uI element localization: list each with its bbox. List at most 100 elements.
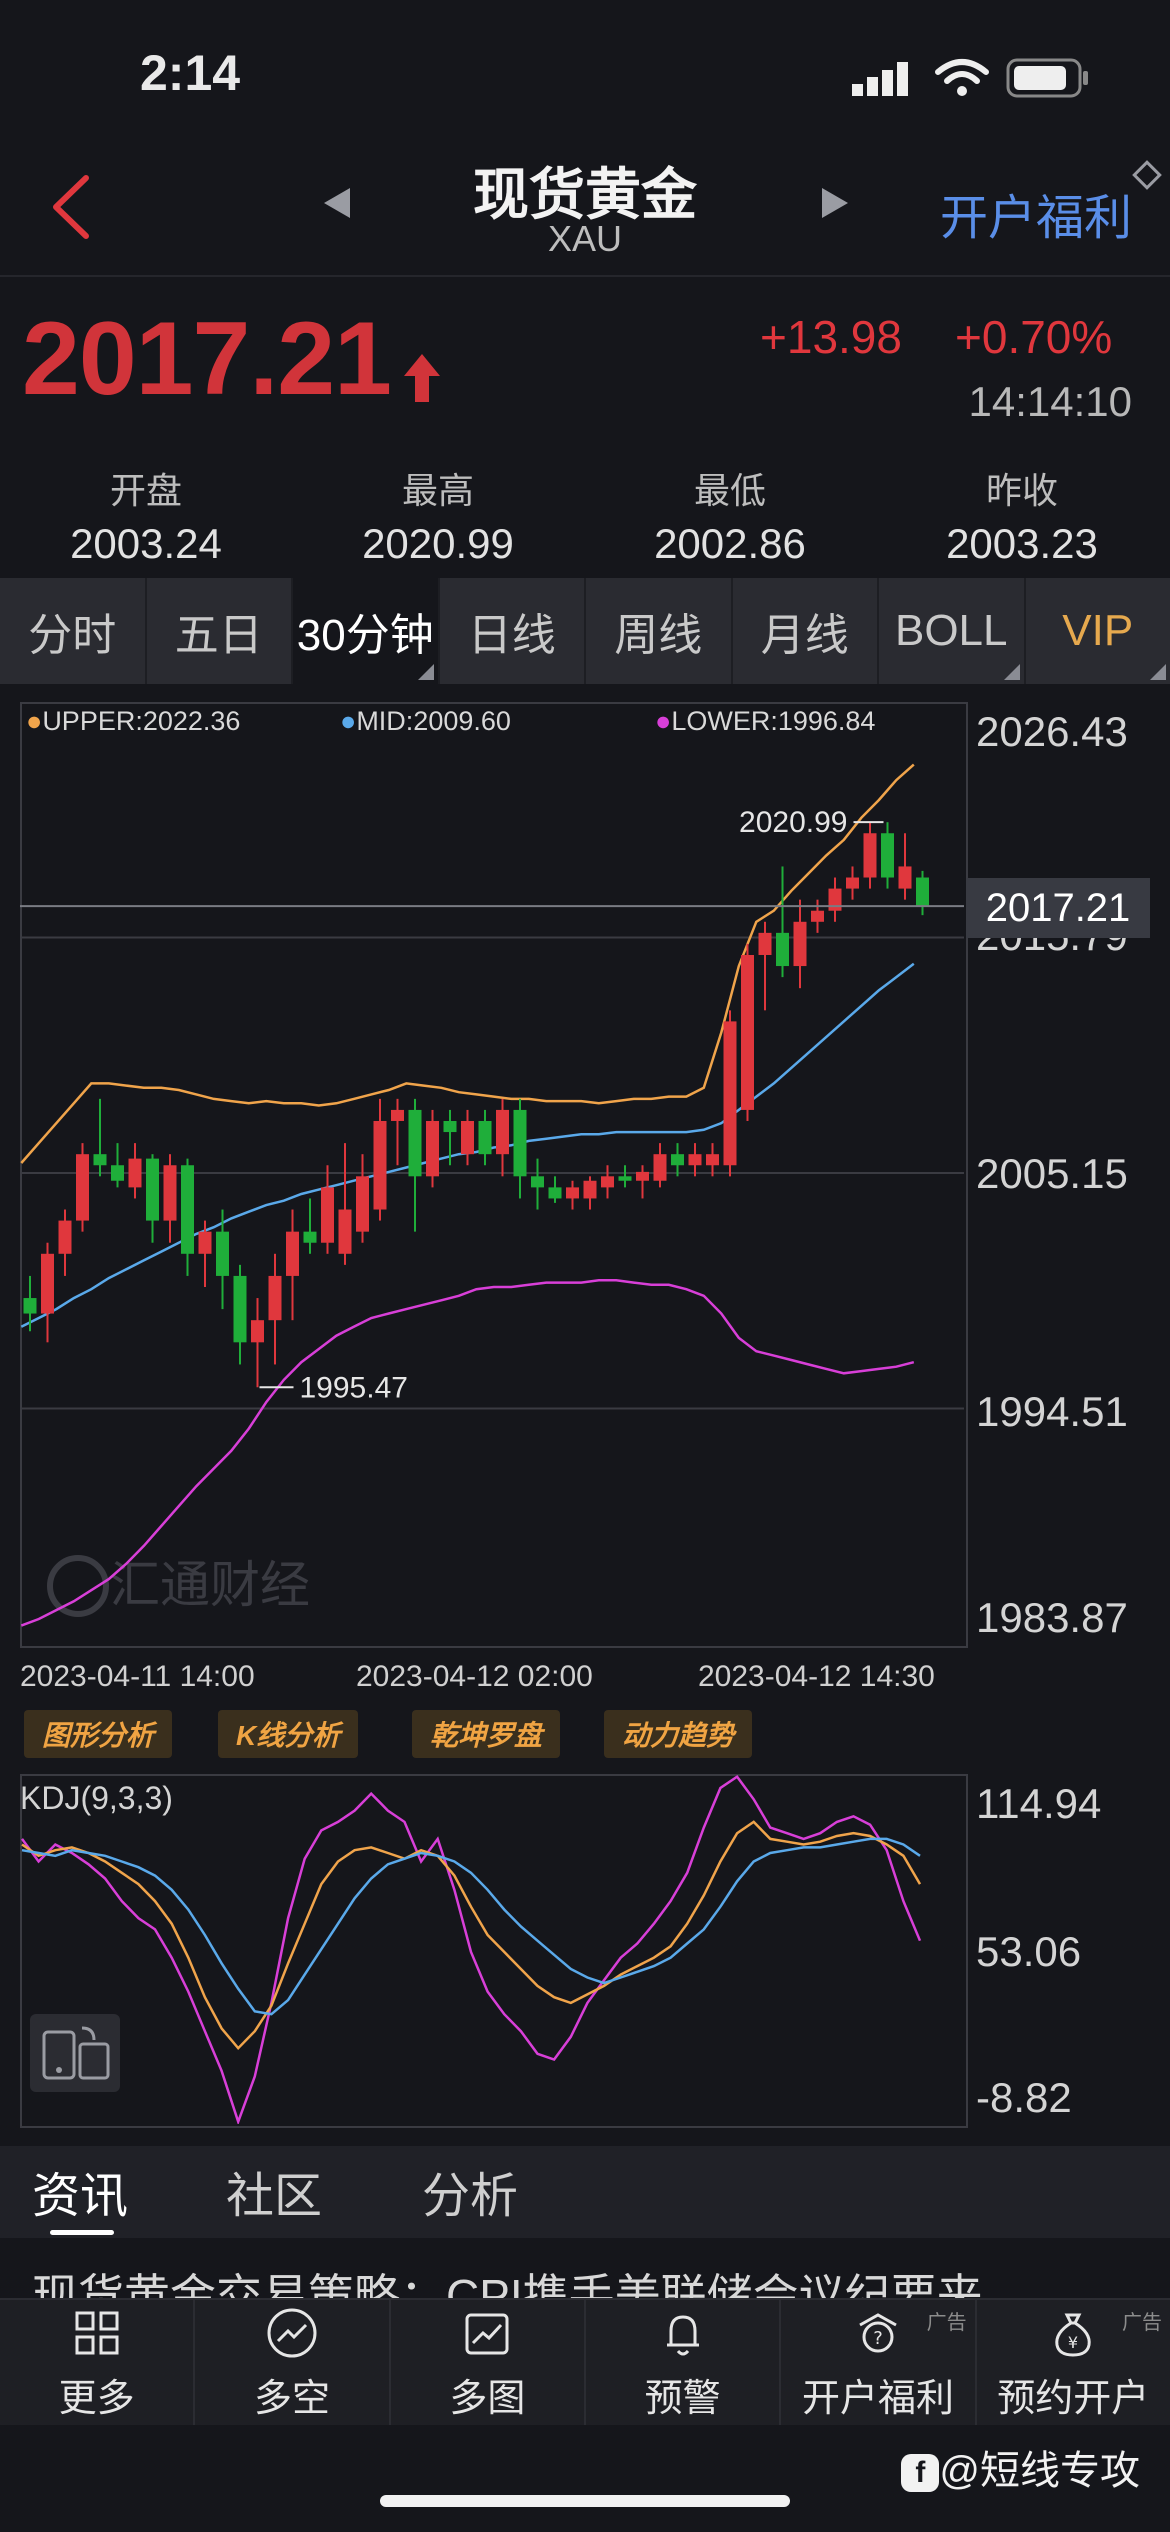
chart-watermark-text: 汇通财经: [110, 1556, 310, 1614]
candle: [776, 866, 789, 978]
candle-body: [251, 1320, 264, 1343]
bottom-label: 更多: [58, 2378, 135, 2420]
candle: [181, 1158, 194, 1276]
candle-body: [356, 1176, 369, 1232]
candle-body: [828, 888, 842, 911]
kline-analysis-button[interactable]: K线分析: [218, 1710, 359, 1758]
stat-label: 开盘: [109, 470, 182, 511]
back-arrow-icon[interactable]: [48, 174, 92, 240]
tab-five-day[interactable]: 五日: [147, 578, 293, 684]
trend-circle-icon: [267, 2308, 317, 2358]
stat-prev-close: 昨收 2003.23: [876, 462, 1168, 568]
candle: [828, 877, 842, 922]
prev-instrument-icon[interactable]: [322, 186, 352, 220]
price-alert-button[interactable]: 预警: [586, 2300, 782, 2427]
bottom-label: 多图: [449, 2378, 526, 2420]
tab-weekly[interactable]: 周线: [586, 578, 733, 684]
home-indicator-area: [0, 2425, 1170, 2532]
kline-chart-frame[interactable]: [20, 702, 968, 1648]
tab-analysis[interactable]: 分析: [422, 2170, 519, 2223]
candle-body: [76, 1154, 89, 1221]
tab-indicator-boll[interactable]: BOLL: [879, 578, 1026, 684]
tab-intraday[interactable]: 分时: [0, 578, 147, 684]
candle-body: [618, 1176, 632, 1181]
more-button[interactable]: 更多: [0, 2300, 196, 2427]
multi-chart-icon: [465, 2313, 509, 2355]
watermark-text: @短线专攻: [939, 2449, 1140, 2493]
compass-button[interactable]: 乾坤罗盘: [412, 1710, 561, 1758]
candle-body: [531, 1176, 544, 1188]
quote-time: 14:14:10: [968, 378, 1133, 425]
boll-mid-legend: ●MID:2009.60: [340, 706, 511, 736]
open-account-promo-link[interactable]: 开户福利: [939, 192, 1132, 245]
candle: [916, 870, 929, 916]
candle-body: [583, 1180, 597, 1199]
kline-chart[interactable]: 汇通财经 2020.99 1995.47: [20, 702, 964, 1644]
tab-community[interactable]: 社区: [226, 2170, 323, 2223]
stat-value: 2002.86: [654, 520, 806, 567]
stat-value: 2003.23: [946, 520, 1098, 567]
candle: [618, 1165, 632, 1188]
candle: [93, 1098, 107, 1177]
candle-body: [741, 954, 754, 1110]
stat-value: 2003.24: [70, 520, 222, 567]
bell-icon: [666, 2315, 699, 2356]
momentum-trend-button[interactable]: 动力趋势: [604, 1710, 753, 1758]
candle: [251, 1298, 264, 1388]
candle: [566, 1180, 579, 1210]
status-time: 2:14: [140, 45, 241, 101]
candle: [758, 921, 772, 1011]
next-instrument-icon[interactable]: [820, 186, 850, 220]
tab-daily[interactable]: 日线: [440, 578, 586, 684]
candle: [478, 1109, 492, 1166]
candle: [303, 1198, 317, 1254]
current-price-tag: 2017.21: [966, 878, 1150, 938]
candle: [793, 899, 807, 989]
kdj-chart[interactable]: [20, 1774, 964, 2124]
stat-open: 开盘 2003.24: [0, 462, 292, 568]
stat-label: 最高: [401, 470, 474, 511]
reserve-account-button[interactable]: 广告 ¥ 预约开户: [977, 2300, 1170, 2427]
candle: [898, 833, 912, 900]
tab-30min[interactable]: 30分钟: [293, 578, 440, 684]
candle-body: [758, 932, 772, 955]
kdj-chart-frame[interactable]: [20, 1774, 968, 2128]
news-tabs: [0, 2146, 1170, 2238]
tab-news[interactable]: 资讯: [32, 2170, 129, 2223]
candle: [76, 1143, 89, 1232]
candle-body: [566, 1187, 579, 1199]
kdj-d-line: [21, 1837, 921, 2016]
candle-body: [461, 1120, 474, 1155]
candle: [881, 822, 894, 889]
candle: [688, 1143, 702, 1177]
stat-label: 昨收: [985, 470, 1058, 511]
candle: [863, 822, 877, 889]
tab-monthly[interactable]: 月线: [733, 578, 879, 684]
candle: [321, 1165, 334, 1254]
long-short-button[interactable]: 多空: [195, 2300, 391, 2427]
high-marker-label: 2020.99: [739, 806, 847, 839]
candle-body: [181, 1165, 194, 1254]
home-indicator[interactable]: [380, 2495, 790, 2507]
y-tick-label: 2026.43: [976, 708, 1128, 755]
candle-body: [706, 1154, 719, 1166]
open-account-benefit-button[interactable]: 广告 ? 开户福利: [781, 2300, 977, 2427]
candle-body: [671, 1154, 684, 1166]
boll-mid-text: MID:2009.60: [356, 706, 511, 736]
boll-upper-text: UPPER:2022.36: [42, 706, 241, 736]
svg-text:¥: ¥: [1068, 2333, 1078, 2352]
landscape-toggle-icon[interactable]: [30, 2014, 120, 2092]
candle-body: [268, 1275, 282, 1321]
watermark: f @短线专攻: [901, 2438, 1140, 2496]
boll-lower-text: LOWER:1996.84: [671, 706, 876, 736]
candle-body: [916, 877, 929, 907]
tab-vip[interactable]: VIP: [1026, 578, 1170, 684]
candle: [496, 1098, 509, 1177]
pattern-analysis-button[interactable]: 图形分析: [24, 1710, 173, 1758]
candle: [548, 1176, 562, 1203]
candle-body: [496, 1109, 509, 1155]
candle: [128, 1143, 142, 1199]
multi-chart-button[interactable]: 多图: [391, 2300, 586, 2427]
bottom-label: 预警: [644, 2378, 721, 2420]
x-date-label: 2023-04-12 02:00: [356, 1660, 593, 1693]
